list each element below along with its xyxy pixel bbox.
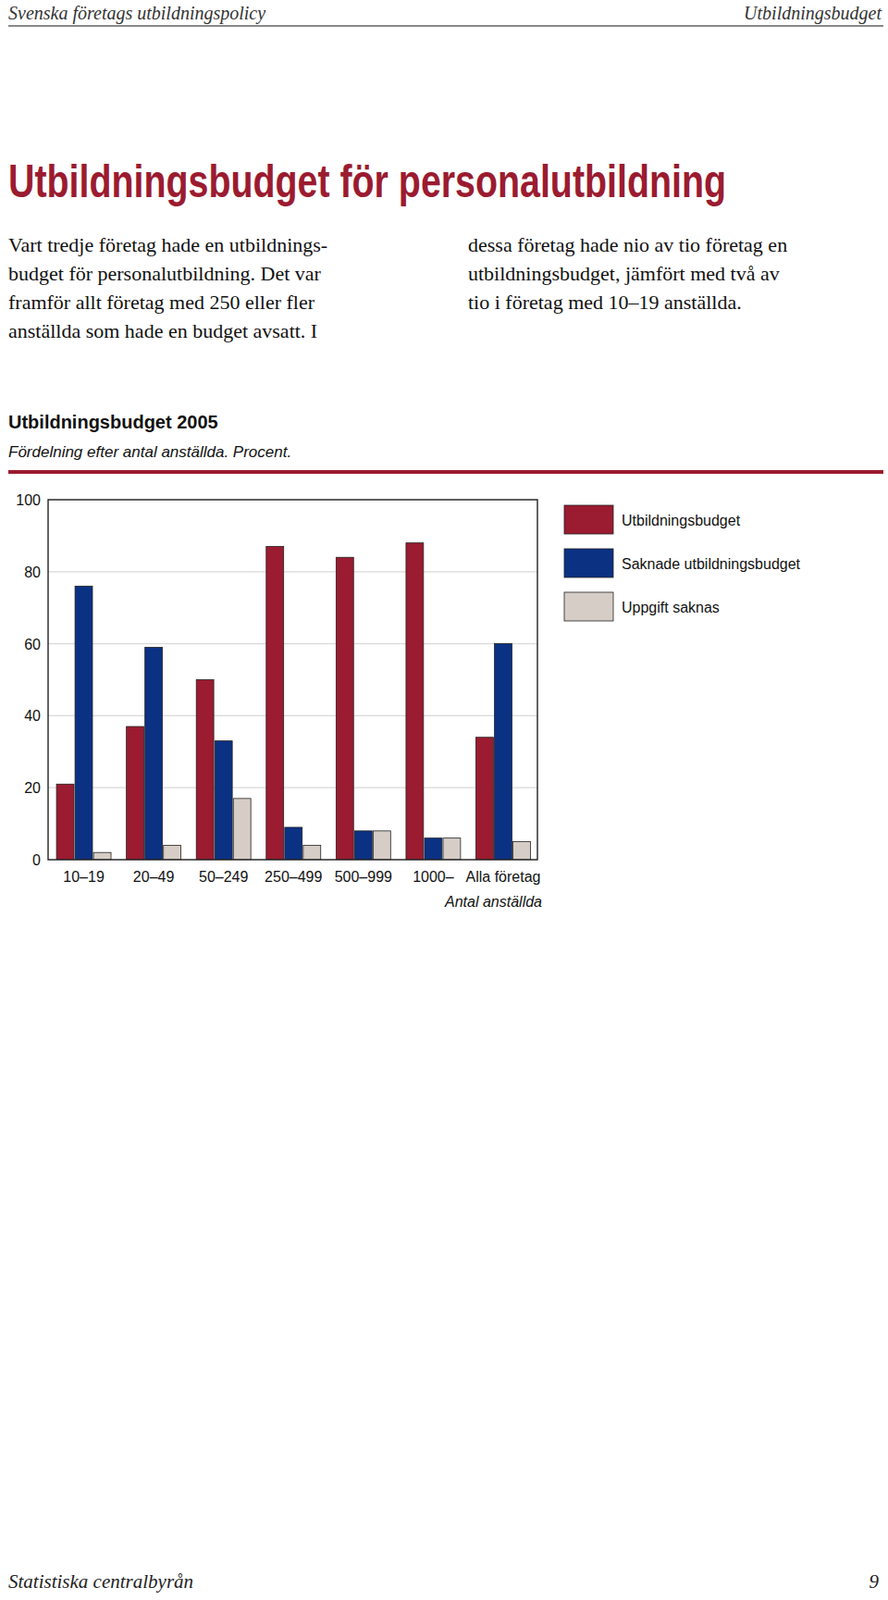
y-tick-label: 0 bbox=[32, 851, 41, 868]
bar bbox=[233, 798, 251, 860]
x-tick-label: Alla företag bbox=[466, 868, 542, 885]
bar bbox=[303, 844, 321, 860]
x-axis-label: Antal anställda bbox=[444, 893, 543, 910]
page: Svenska företags utbildningspolicy Utbild… bbox=[0, 0, 888, 1600]
footer-text: Statistiska centralbyrån bbox=[8, 1569, 194, 1592]
bars bbox=[56, 542, 531, 860]
x-tick-label: 250–499 bbox=[264, 868, 322, 885]
header-rule bbox=[8, 24, 884, 27]
x-tick-label: 500–999 bbox=[334, 868, 393, 885]
grid-line bbox=[48, 787, 538, 789]
body-text: framför allt företag med 250 eller fler bbox=[8, 290, 316, 314]
running-header: Svenska företags utbildningspolicy bbox=[8, 2, 266, 25]
page-number: 9 bbox=[869, 1569, 880, 1592]
bar bbox=[475, 737, 494, 860]
chart-title: Utbildningsbudget 2005 bbox=[8, 411, 219, 432]
x-tick-label: 20–49 bbox=[133, 868, 175, 885]
legend-label: Utbildningsbudget bbox=[621, 512, 741, 529]
body-text: anställda som hade en budget avsatt. I bbox=[8, 319, 318, 343]
running-header: Utbildningsbudget bbox=[743, 2, 882, 25]
legend-swatch bbox=[564, 505, 614, 534]
bar bbox=[354, 830, 372, 860]
y-tick-label: 100 bbox=[15, 492, 41, 508]
bar bbox=[145, 646, 163, 860]
bar bbox=[443, 838, 461, 860]
x-tick-label: 10–19 bbox=[62, 868, 105, 885]
body-text: dessa företag hade nio av tio företag en bbox=[468, 233, 788, 257]
bar bbox=[266, 546, 284, 860]
x-tick-label: 50–249 bbox=[198, 868, 248, 885]
chart-subtitle: Fördelning efter antal anställda. Procen… bbox=[8, 443, 292, 461]
y-tick-label: 40 bbox=[24, 707, 41, 724]
bar bbox=[284, 826, 303, 860]
x-tick-label: 1000– bbox=[412, 868, 455, 885]
chart-rule bbox=[8, 469, 884, 474]
bar bbox=[93, 851, 111, 860]
body-text: Vart tredje företag hade en utbildnings- bbox=[8, 233, 328, 257]
page-title: Utbildningsbudget för personalutbildning bbox=[8, 155, 727, 208]
bar bbox=[513, 841, 531, 860]
bar bbox=[74, 585, 93, 860]
bar bbox=[372, 830, 391, 860]
bar bbox=[494, 643, 513, 860]
body-text: utbildningsbudget, jämfört med två av bbox=[468, 261, 780, 285]
body-text: tio i företag med 10–19 anställda. bbox=[468, 290, 742, 314]
y-tick-label: 20 bbox=[24, 779, 41, 796]
body-text: budget för personalutbildning. Det var bbox=[8, 261, 322, 285]
y-tick-label: 80 bbox=[24, 564, 41, 580]
y-tick-label: 60 bbox=[24, 636, 41, 653]
legend-label: Uppgift saknas bbox=[621, 599, 720, 616]
grid-line bbox=[48, 715, 538, 716]
bar bbox=[424, 838, 443, 860]
bar bbox=[214, 740, 233, 860]
bar bbox=[56, 783, 74, 860]
grid-line bbox=[48, 570, 538, 572]
bar bbox=[196, 679, 214, 861]
bar bbox=[335, 556, 354, 860]
legend-label: Saknade utbildningsbudget bbox=[621, 555, 802, 572]
grid-line bbox=[48, 642, 538, 644]
bar bbox=[406, 542, 424, 860]
bar bbox=[163, 844, 182, 860]
legend-swatch bbox=[564, 548, 614, 578]
bar bbox=[126, 726, 145, 860]
legend-swatch bbox=[564, 592, 614, 621]
plot-frame bbox=[48, 499, 538, 860]
